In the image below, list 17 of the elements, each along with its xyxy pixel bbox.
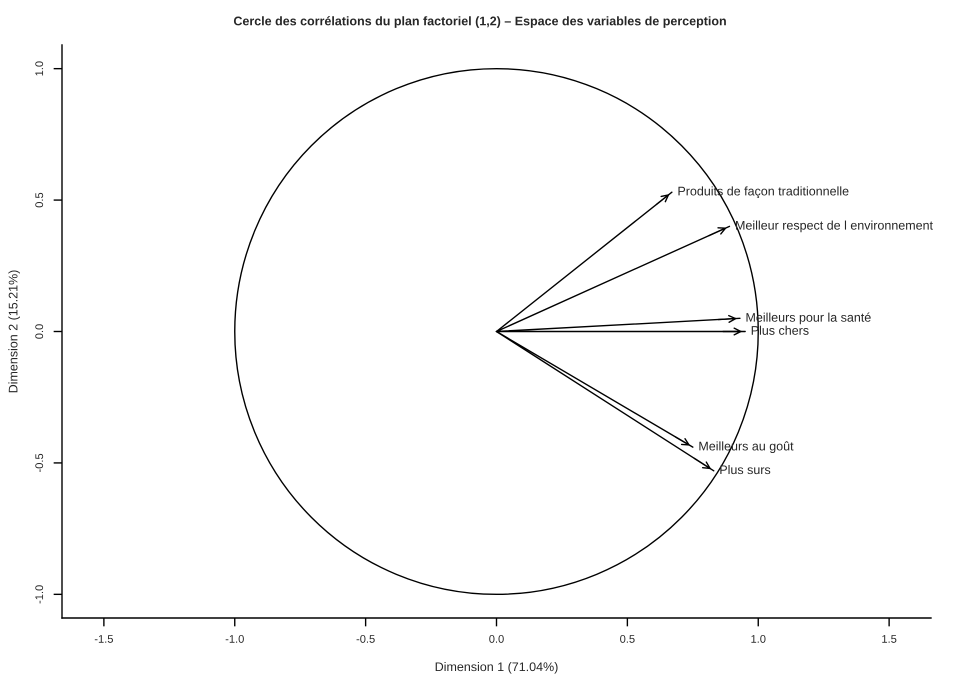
y-tick-label: 0.0	[35, 324, 44, 339]
x-tick-label: -0.5	[356, 634, 375, 643]
y-axis-title: Dimension 2 (15.21%)	[8, 270, 20, 392]
y-tick-label: 0.5	[35, 192, 44, 208]
x-axis-title: Dimension 1 (71.04%)	[436, 662, 558, 674]
y-tick-label: -0.5	[35, 454, 44, 472]
x-tick-label: -1.5	[94, 635, 113, 643]
x-tick-label: 0.5	[620, 634, 635, 643]
chart-title: Cercle des corrélations du plan factoriel (1,2) – Espace des variables de perception	[234, 16, 726, 28]
x-tick-label: 1.5	[882, 635, 896, 643]
x-tick-label: 1.0	[751, 634, 766, 643]
x-tick-label: -1.0	[226, 634, 244, 643]
legend-label: Plus surs	[720, 464, 770, 474]
legend-label: Meilleur respect de l environnement	[736, 220, 933, 232]
y-tick-label: 1.0	[35, 61, 44, 76]
y-tick-label: -1.0	[35, 585, 44, 604]
x-tick-label: 0.0	[489, 634, 504, 643]
